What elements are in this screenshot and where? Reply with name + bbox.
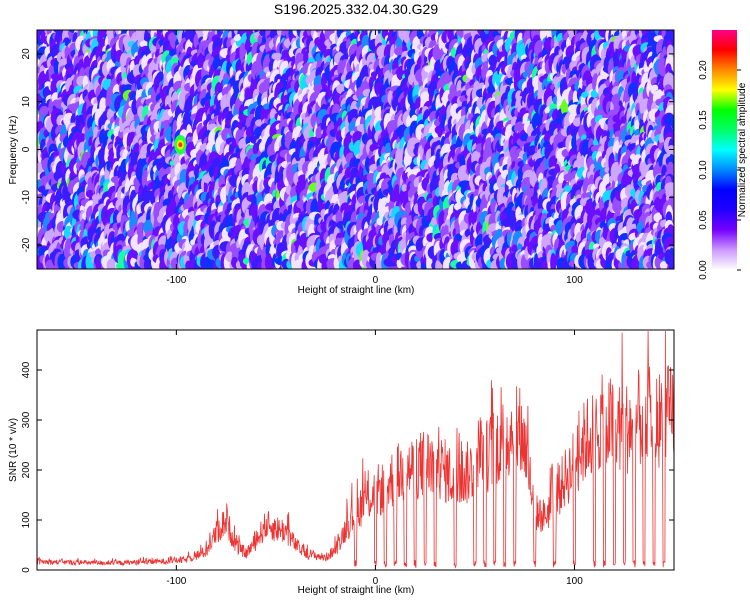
chart-title: S196.2025.332.04.30.G29 — [274, 1, 438, 17]
heatmap-cell — [95, 255, 103, 269]
heatmap-cells — [37, 30, 674, 269]
heatmap-cell — [321, 261, 328, 269]
heatmap-cell — [106, 258, 116, 269]
